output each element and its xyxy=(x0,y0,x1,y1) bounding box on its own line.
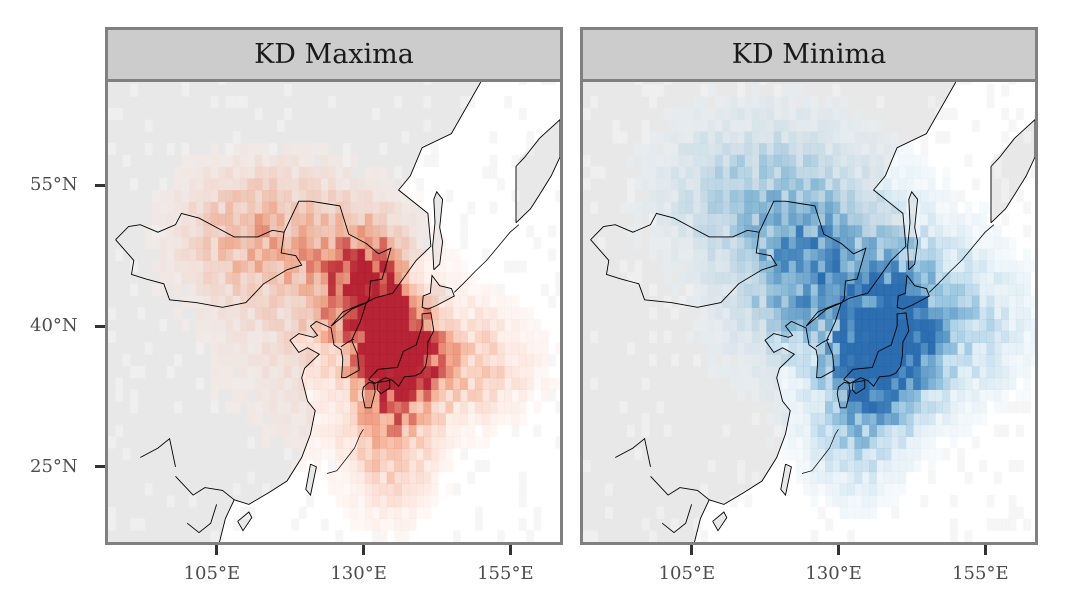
map-svg-maxima xyxy=(108,82,560,542)
x-tick-mark xyxy=(508,545,512,555)
x-tick-label: 155°E xyxy=(952,563,1009,584)
y-tick-label: 25°N xyxy=(30,455,78,477)
x-tick-label: 155°E xyxy=(477,563,534,584)
panel-title-maxima: KD Maxima xyxy=(254,39,414,70)
x-tick-mark xyxy=(690,545,694,555)
y-tick-mark xyxy=(95,183,105,187)
y-tick-mark xyxy=(95,324,105,328)
panel-title-strip-maxima: KD Maxima xyxy=(105,27,563,82)
country-borders xyxy=(590,200,867,534)
y-tick-label: 55°N xyxy=(30,174,78,196)
x-tick-mark xyxy=(215,545,219,555)
x-tick-mark xyxy=(983,545,987,555)
panel-title-minima: KD Minima xyxy=(731,39,887,70)
y-tick-label: 40°N xyxy=(30,315,78,337)
coastlines xyxy=(694,82,1035,542)
map-panel-maxima xyxy=(105,79,563,545)
density-grid xyxy=(108,82,560,542)
x-tick-label: 130°E xyxy=(805,563,862,584)
country-borders xyxy=(115,200,392,534)
panel-title-strip-minima: KD Minima xyxy=(580,27,1038,82)
x-tick-label: 105°E xyxy=(658,563,716,584)
x-tick-mark xyxy=(836,545,840,555)
map-panel-minima xyxy=(580,79,1038,545)
map-svg-minima xyxy=(583,82,1035,542)
coastlines xyxy=(219,82,560,542)
y-tick-mark xyxy=(95,465,105,469)
x-tick-label: 130°E xyxy=(330,563,387,584)
density-grid xyxy=(583,82,1035,542)
x-tick-label: 105°E xyxy=(183,563,241,584)
x-tick-mark xyxy=(361,545,365,555)
